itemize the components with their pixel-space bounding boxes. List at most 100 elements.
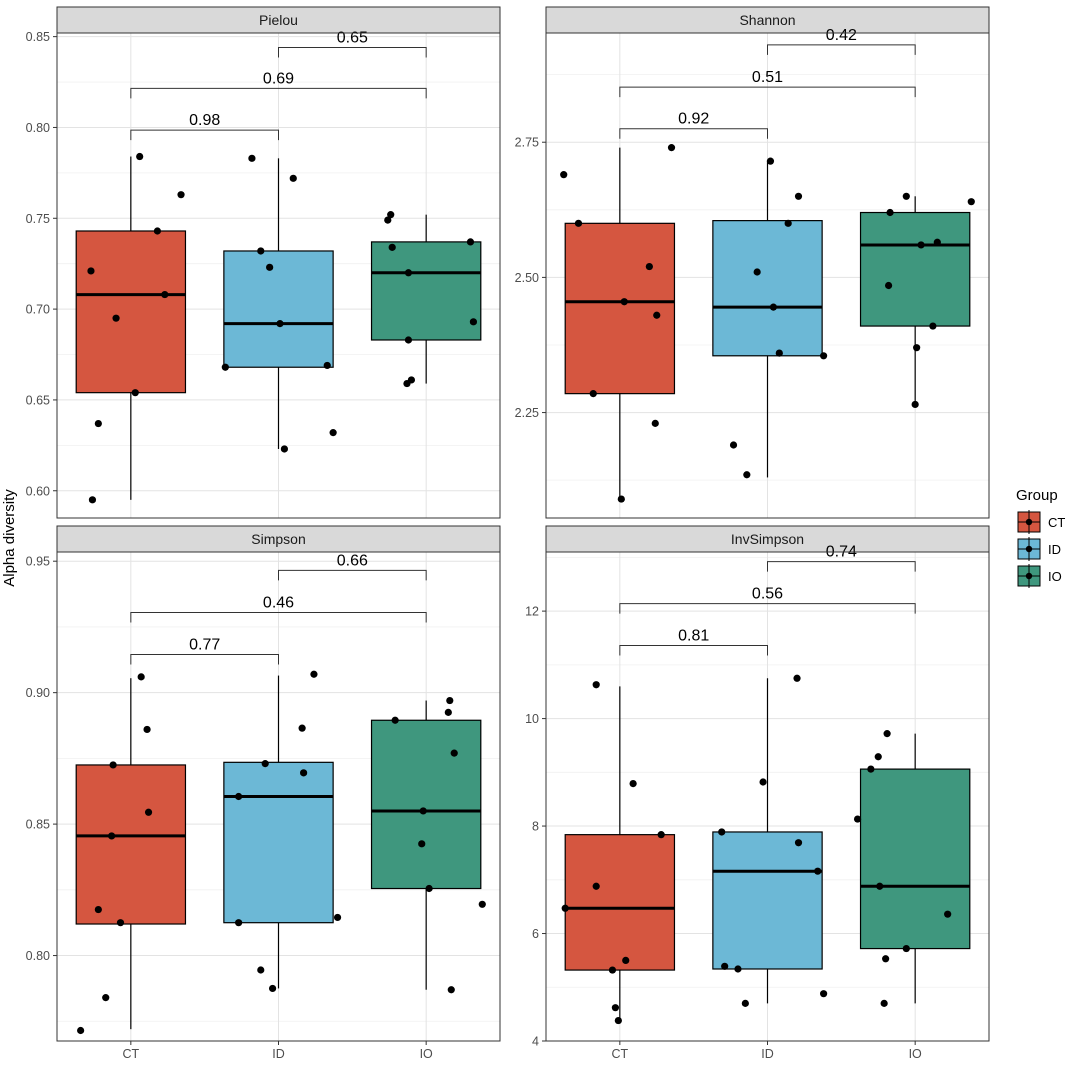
data-point: [929, 322, 937, 330]
data-point: [645, 262, 653, 271]
legend-title: Group: [1016, 487, 1058, 504]
box-iqr: [75, 764, 187, 925]
box-iqr: [564, 222, 676, 395]
data-point: [280, 445, 289, 453]
facet-strip-label: Simpson: [251, 531, 305, 547]
data-point: [478, 900, 486, 908]
comparison-bracket: 0.92: [619, 111, 768, 139]
data-point: [403, 379, 411, 388]
data-point: [743, 471, 751, 479]
bracket-line: [619, 645, 768, 656]
data-point: [388, 243, 396, 251]
facet-strip: [545, 525, 990, 553]
jitter-points: [77, 670, 486, 1035]
legend-label: ID: [1048, 542, 1061, 557]
y-tick-label: 10: [525, 712, 539, 726]
data-point: [759, 778, 767, 786]
data-point: [617, 495, 625, 503]
data-point: [820, 990, 828, 998]
data-point: [653, 311, 661, 319]
p-value-label: 0.65: [337, 30, 368, 47]
data-point: [911, 400, 919, 409]
p-value-label: 0.81: [678, 628, 709, 645]
box-id: [223, 675, 334, 989]
y-tick-label: 0.80: [26, 949, 50, 963]
panel-shannon: Shannon 2.25 2.50 2.75 0.92 0.51 0.42: [515, 6, 990, 519]
data-point: [419, 807, 427, 815]
comparison-bracket: 0.46: [130, 594, 427, 623]
data-point: [116, 919, 125, 927]
data-point: [592, 882, 600, 890]
legend: Group CT ID IO: [1016, 487, 1065, 588]
data-point: [143, 725, 151, 734]
data-point: [753, 268, 761, 276]
data-point: [153, 227, 162, 235]
x-tick-label: CT: [611, 1047, 628, 1061]
box-iqr: [223, 761, 334, 924]
data-point: [257, 247, 265, 255]
data-point: [177, 191, 185, 199]
y-tick-label: 0.80: [26, 121, 50, 135]
p-value-label: 0.56: [752, 586, 783, 603]
data-point: [261, 760, 269, 768]
data-point: [913, 344, 921, 352]
comparison-bracket: 0.66: [278, 552, 427, 581]
panel-border: [545, 32, 990, 519]
box-io: [859, 196, 971, 402]
data-point: [300, 769, 308, 777]
data-point: [94, 905, 102, 914]
data-point: [333, 913, 342, 922]
data-point: [77, 1026, 85, 1035]
comparison-bracket: 0.98: [130, 112, 279, 141]
data-point: [902, 944, 910, 953]
p-value-label: 0.46: [263, 594, 294, 611]
data-point: [276, 320, 284, 328]
y-tick-label: 2.25: [515, 406, 539, 420]
data-point: [418, 840, 426, 848]
data-point: [651, 419, 659, 427]
facet-strip-label: Shannon: [739, 12, 795, 28]
data-point: [161, 290, 169, 299]
comparison-bracket: 0.51: [619, 69, 916, 98]
y-axis-title: Alpha diversity: [1, 489, 18, 587]
x-tick-label: CT: [122, 1047, 139, 1061]
y-tick-label: 0.95: [26, 555, 50, 569]
comparison-bracket: 0.77: [130, 637, 279, 665]
data-point: [622, 956, 630, 964]
data-point: [876, 882, 884, 890]
data-point: [266, 263, 274, 271]
legend-entry-ct: CT: [1017, 510, 1065, 534]
data-point: [611, 1004, 620, 1012]
data-point: [112, 314, 120, 322]
data-point: [144, 808, 153, 816]
data-point: [131, 389, 139, 397]
data-point: [289, 174, 297, 182]
box-iqr: [223, 250, 334, 368]
box-iqr: [564, 834, 676, 971]
box-id: [712, 678, 823, 1004]
data-point: [880, 999, 888, 1007]
bracket-line: [130, 129, 279, 141]
box-iqr: [75, 230, 187, 394]
data-point: [561, 904, 569, 912]
legend-entry-id: ID: [1017, 537, 1061, 561]
data-point: [820, 352, 828, 360]
data-point: [667, 144, 676, 152]
bracket-line: [130, 87, 427, 99]
box-io: [370, 700, 482, 990]
y-tick-label: 0.85: [26, 30, 50, 44]
data-point: [917, 241, 925, 249]
data-point: [102, 994, 110, 1002]
legend-swatch-point: [1025, 545, 1033, 553]
bracket-line: [278, 47, 427, 58]
legend-swatch-point: [1025, 572, 1033, 580]
data-point: [450, 749, 458, 757]
y-tick-label: 0.75: [26, 212, 50, 226]
x-tick-label: ID: [761, 1047, 774, 1061]
x-tick-label: IO: [909, 1047, 922, 1061]
p-value-label: 0.98: [189, 112, 220, 129]
legend-label: IO: [1048, 569, 1062, 584]
y-tick-label: 4: [532, 1035, 539, 1049]
x-tick-label: ID: [272, 1047, 285, 1061]
